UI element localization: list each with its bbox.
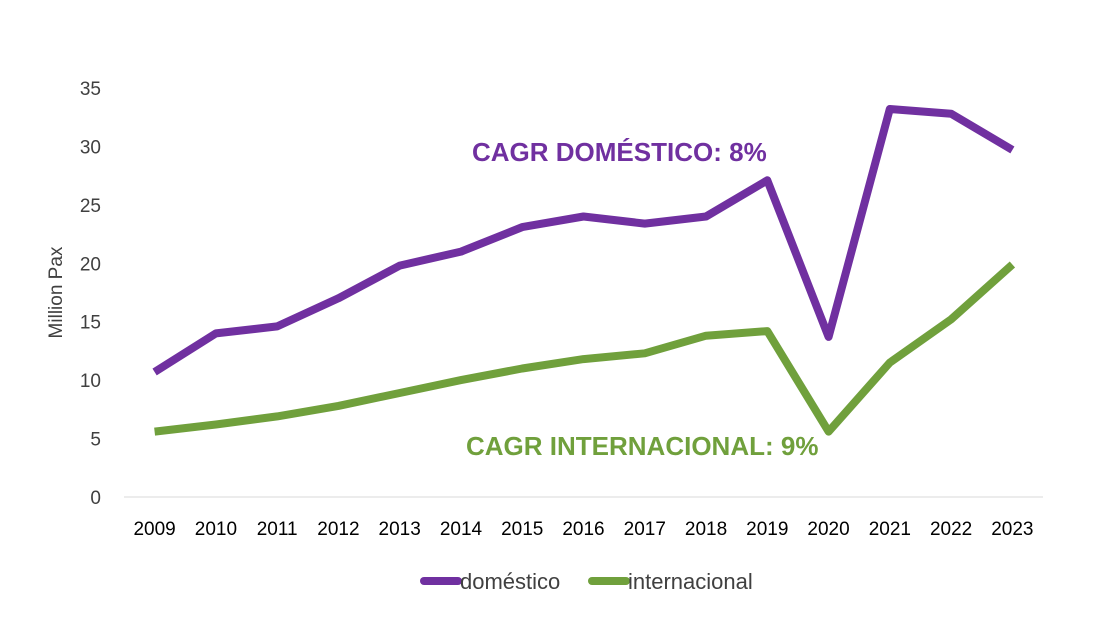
series-line-internacional <box>154 261 1016 436</box>
x-tick-label: 2022 <box>930 519 972 540</box>
annotation-cagr-domestico: CAGR DOMÉSTICO: 8% <box>472 137 767 167</box>
y-tick-label: 0 <box>90 488 101 509</box>
x-tick-label: 2016 <box>562 519 604 540</box>
x-tick-label: 2009 <box>133 519 175 540</box>
x-tick-label: 2019 <box>746 519 788 540</box>
x-tick-label: 2013 <box>379 519 421 540</box>
series-line-domestico <box>152 105 1015 376</box>
x-tick-label: 2023 <box>991 519 1033 540</box>
y-tick-label: 25 <box>80 196 101 217</box>
legend: doméstico internacional <box>420 569 753 594</box>
y-axis-ticks: 0 5 10 15 20 25 30 35 <box>80 79 101 509</box>
x-tick-label: 2020 <box>807 519 849 540</box>
x-tick-label: 2018 <box>685 519 727 540</box>
x-axis-ticks: 2009 2010 2011 2012 2013 2014 2015 2016 2017 2018… <box>133 519 1033 540</box>
y-tick-label: 30 <box>80 137 101 158</box>
legend-label-domestico: doméstico <box>460 569 560 594</box>
y-axis-label: Million Pax <box>46 246 67 338</box>
series-lines <box>152 105 1016 436</box>
x-tick-label: 2011 <box>257 519 298 540</box>
x-tick-label: 2010 <box>195 519 237 540</box>
x-tick-label: 2015 <box>501 519 543 540</box>
y-tick-label: 20 <box>80 254 101 275</box>
y-tick-label: 5 <box>90 430 101 451</box>
y-tick-label: 10 <box>80 371 101 392</box>
y-tick-label: 35 <box>80 79 101 100</box>
x-tick-label: 2012 <box>317 519 359 540</box>
x-tick-label: 2017 <box>624 519 666 540</box>
x-tick-label: 2021 <box>869 519 911 540</box>
y-tick-label: 15 <box>80 313 101 334</box>
legend-label-internacional: internacional <box>628 569 753 594</box>
x-tick-label: 2014 <box>440 519 483 540</box>
annotation-cagr-internacional: CAGR INTERNACIONAL: 9% <box>466 431 818 461</box>
